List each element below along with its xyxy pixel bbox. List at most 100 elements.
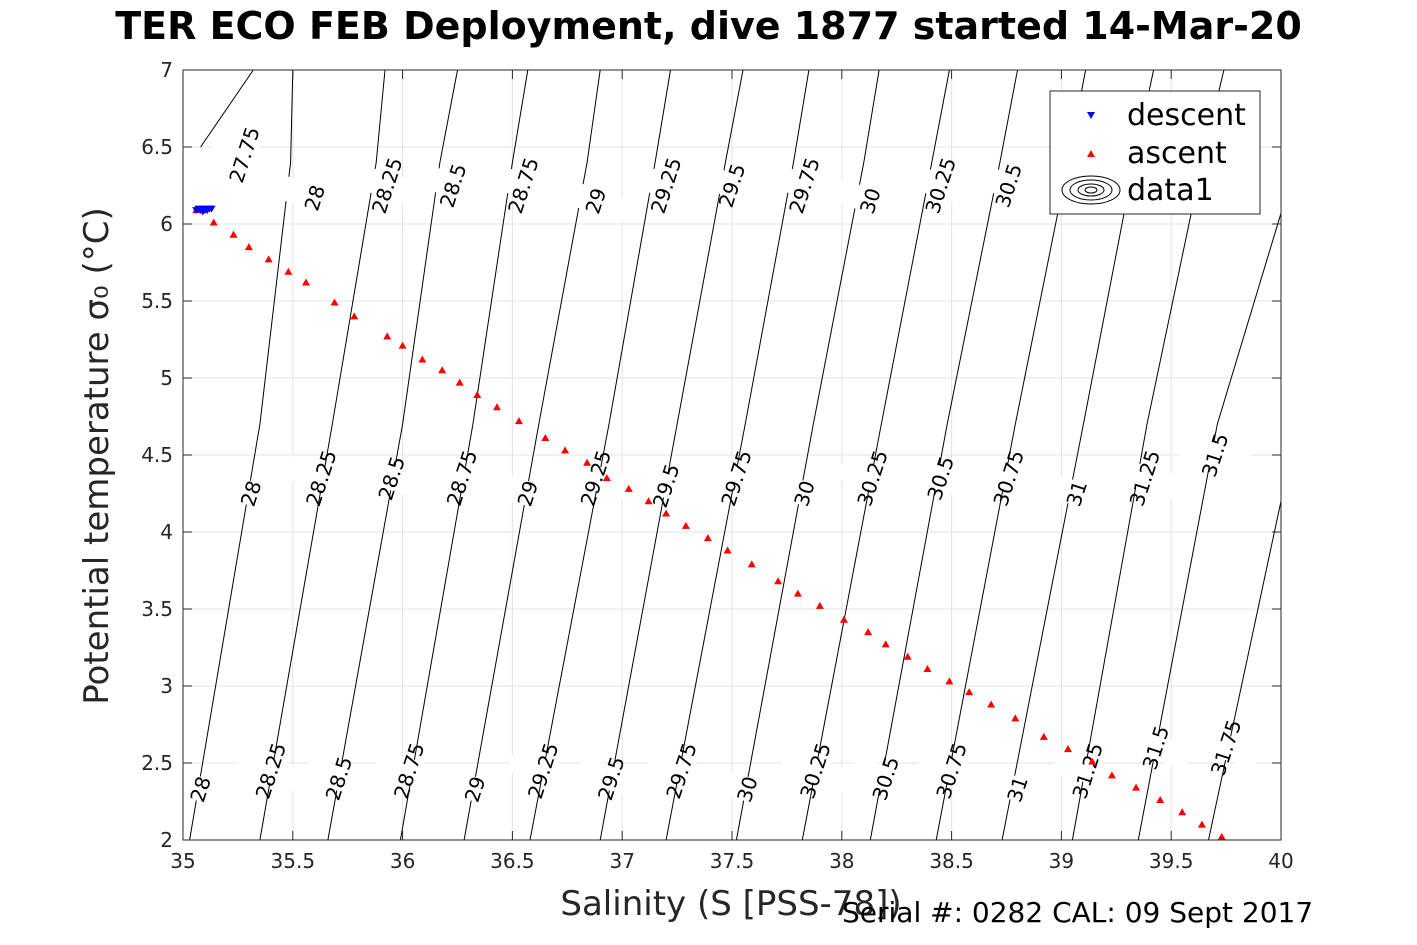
contour-label-background [630,463,703,508]
contour-label-background [208,132,281,177]
contour-label-background [439,767,512,812]
contour-label-background [645,748,718,793]
ascent-point [264,255,273,263]
ascent-point [815,601,824,609]
y-tick-label: 5 [160,366,173,390]
ascent-point [473,390,482,398]
ascent-point [561,446,570,454]
ascent-point [1178,808,1187,816]
ascent-point [987,700,996,708]
legend: descent ascent data1 [1049,90,1261,215]
density-contour-line [259,69,386,841]
x-tick-label: 35 [170,849,195,873]
contour-label-background [768,163,841,208]
contour-label-background [981,767,1054,812]
density-contour-line [1208,501,1282,841]
contour-label-background [417,163,490,208]
y-tick-label: 4.5 [141,443,173,467]
contour-label-background [559,456,632,501]
x-tick-label: 38.5 [929,849,974,873]
ascent-point [493,403,502,411]
legend-label-data1: data1 [1127,173,1214,208]
ascent-legend-marker [1087,150,1095,157]
ascent-point [923,665,932,673]
ascent-point [644,497,653,505]
contour-label-background [904,456,977,501]
contour-label-background [351,163,424,208]
y-tick-label: 2 [160,828,173,852]
contour-label-background [355,456,428,501]
contour-label-background [1040,471,1113,516]
density-contour-line [189,69,294,841]
density-contour-line [1137,213,1282,841]
descent-point [198,208,207,216]
legend-box [1049,90,1261,215]
density-contour-line [529,69,671,841]
ascent-point [244,243,253,251]
descent-legend-marker [1087,112,1095,119]
ascent-point [1039,732,1048,740]
chart-title: TER ECO FEB Deployment, dive 1877 starte… [115,4,1302,48]
ascent-point [350,312,359,320]
ascent-point [703,534,712,542]
contour-label-background [487,163,560,208]
y-axis-label: Potential temperature σ₀ (°C) [77,207,117,705]
x-axis-label: Salinity (S [PSS-78]) [560,884,901,924]
contour-label-background [575,756,648,801]
contour-label-background [711,767,784,812]
ascent-point [514,417,523,425]
contour-label-background [836,456,909,501]
y-tick-label: 6.5 [141,135,173,159]
y-tick-label: 2.5 [141,751,173,775]
ascent-point [774,577,783,585]
legend-label-descent: descent [1127,98,1246,133]
ascent-point [881,640,890,648]
x-tick-label: 37.5 [710,849,755,873]
ascent-point [1063,745,1072,753]
x-axis-ticks: 35 35.5 36 36.5 37 37.5 38 38.5 39 39.5 40 [170,70,1294,873]
contour-label-background [904,163,977,208]
ascent-point [793,589,802,597]
contour-label-background [1108,456,1181,501]
ascent-point [602,474,611,482]
descent-series [192,205,216,216]
contour-label-background [234,748,307,793]
contour-label-background [695,163,769,208]
contour-label-background [285,456,358,501]
contour-legend-icon [1061,175,1121,205]
contour-label-background [972,456,1045,501]
ascent-point [1011,714,1020,722]
ascent-point [398,341,407,349]
ascent-point [383,332,392,340]
contour-label-background [1190,725,1263,770]
contour-label-background [768,471,841,516]
contour-label-background [1051,748,1124,793]
ascent-point [209,218,218,226]
y-tick-label: 5.5 [141,289,173,313]
contour-label-background [700,456,773,501]
ascent-point [583,458,592,466]
y-tick-label: 4 [160,520,173,544]
ascent-point [1088,757,1097,765]
ascent-point [301,278,310,286]
contour-label-background [834,178,907,223]
ascent-point [1132,783,1141,791]
ascent-point [864,628,873,636]
contour-label-background [559,178,632,223]
contour-label-background [278,175,351,220]
density-contour-line [399,69,529,841]
contour-label-background [302,756,375,801]
x-tick-label: 37 [609,849,634,873]
x-tick-label: 39.5 [1149,849,1194,873]
density-contour-line [801,69,950,841]
y-tick-label: 7 [160,58,173,82]
contour-label-background [215,471,288,516]
density-contour-line [665,69,810,841]
ascent-point [681,521,690,529]
x-tick-label: 35.5 [271,849,316,873]
ascent-point [418,355,427,363]
descent-point [203,207,212,215]
ascent-point [1197,820,1206,828]
ascent-point [723,546,732,554]
density-contour-line [869,69,1018,841]
